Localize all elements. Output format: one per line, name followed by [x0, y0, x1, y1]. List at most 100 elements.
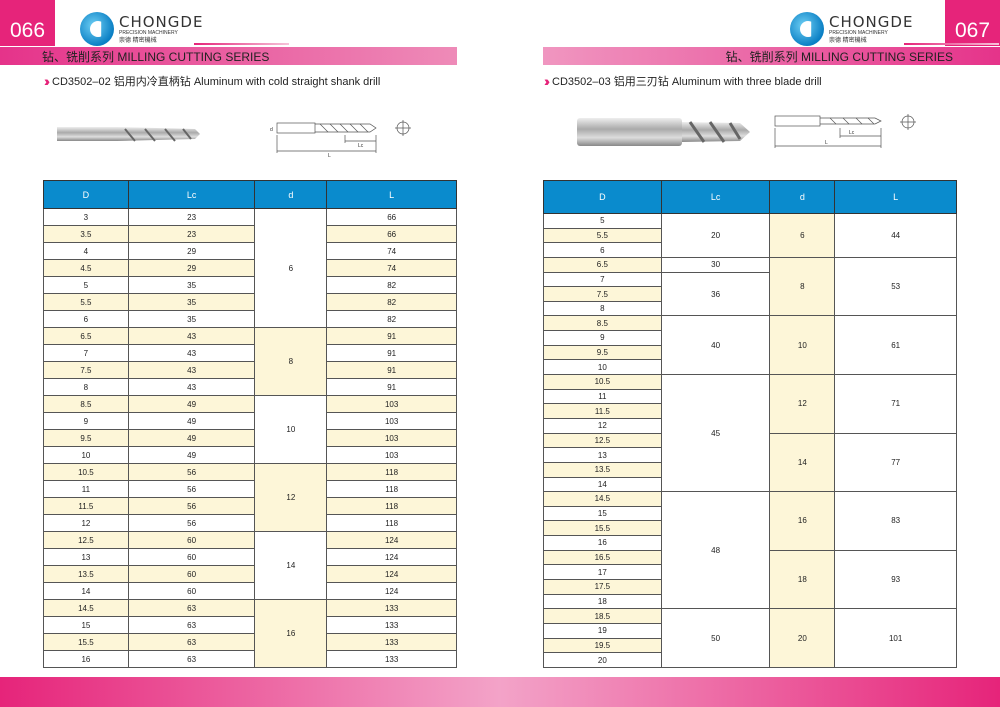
- product-title: ››› CD3502–02 铝用内冷直柄钻 Aluminum with cold …: [44, 73, 380, 89]
- table-row: 9.5 49 103: [43, 429, 457, 447]
- table-row: 11.5 56 118: [43, 497, 457, 515]
- cell-L: 91: [326, 327, 457, 345]
- cell-D: 7.5: [543, 286, 662, 302]
- column-header: D: [543, 180, 662, 214]
- table-row: 18.5 50 20 101: [543, 608, 957, 668]
- cell-d: 8: [769, 256, 836, 317]
- table-row: 13 60 124: [43, 548, 457, 566]
- cell-Lc: 63: [127, 599, 256, 617]
- cell-L: 66: [326, 225, 457, 243]
- table-row: 8.5 49 10 103: [43, 395, 457, 464]
- cell-D: 14: [543, 476, 662, 493]
- cell-D: 14: [43, 582, 129, 600]
- logo-divider: [904, 43, 999, 45]
- page-number: 067: [945, 0, 1000, 46]
- cell-Lc: 40: [660, 315, 771, 376]
- table-row: 4 29 74: [43, 242, 457, 260]
- cell-L: 91: [326, 344, 457, 362]
- cell-D: 7.5: [43, 361, 129, 379]
- logo-mark-icon: [80, 12, 114, 46]
- product-name: CD3502–02 铝用内冷直柄钻 Aluminum with cold str…: [52, 76, 381, 88]
- table-row: 16 63 133: [43, 650, 457, 668]
- cell-D: 19: [543, 622, 662, 639]
- header-row: D Lc d L: [43, 180, 457, 209]
- cell-Lc: 45: [660, 374, 771, 493]
- cell-L: 118: [326, 497, 457, 515]
- cell-D: 8.5: [43, 395, 129, 413]
- cell-L: 124: [326, 565, 457, 583]
- cell-L: 118: [326, 463, 457, 481]
- cell-D: 8: [43, 378, 129, 396]
- table-row: 14.5 63 16 133: [43, 599, 457, 668]
- cell-D: 9.5: [543, 344, 662, 361]
- cell-D: 18: [543, 593, 662, 610]
- column-header: L: [326, 180, 457, 209]
- cell-Lc: 43: [127, 361, 256, 379]
- cell-L: 124: [326, 531, 457, 549]
- table-row: 12 56 118: [43, 514, 457, 532]
- cell-L: 93: [834, 549, 957, 610]
- cell-d: 10: [254, 395, 328, 464]
- drill-photo: [577, 118, 750, 146]
- cell-D: 5.5: [543, 227, 662, 244]
- drill-diagram: d Lc L: [270, 120, 411, 159]
- table-row: 16.5 18 93: [543, 549, 957, 610]
- cell-D: 11: [43, 480, 129, 498]
- cell-D: 3.5: [43, 225, 129, 243]
- cell-D: 5: [543, 213, 662, 229]
- cell-D: 10: [543, 359, 662, 376]
- table-row: 12.5 60 14 124: [43, 531, 457, 600]
- cell-D: 12.5: [43, 531, 129, 549]
- cell-d: 6: [769, 213, 836, 258]
- column-header: Lc: [127, 180, 256, 209]
- cell-L: 118: [326, 480, 457, 498]
- cell-D: 11.5: [543, 403, 662, 419]
- cell-L: 74: [326, 259, 457, 277]
- logo-divider: [194, 43, 289, 45]
- cell-L: 103: [326, 395, 457, 413]
- cell-d: 8: [254, 327, 328, 396]
- table-row: 11 56 118: [43, 480, 457, 498]
- cell-Lc: 60: [127, 565, 256, 583]
- cell-D: 5: [43, 276, 129, 294]
- cell-Lc: 36: [660, 271, 771, 317]
- logo: CHONGDE PRECISION MACHINERY 崇德 精密機械: [790, 12, 999, 46]
- cell-Lc: 23: [127, 208, 256, 226]
- cell-d: 10: [769, 315, 836, 376]
- cell-L: 103: [326, 446, 457, 464]
- logo-cn: 崇德 精密機械: [119, 37, 157, 44]
- cell-Lc: 43: [127, 378, 256, 396]
- cell-D: 4.5: [43, 259, 129, 277]
- cell-D: 16: [43, 650, 129, 668]
- cell-D: 20: [543, 652, 662, 668]
- table-row: 17: [543, 564, 957, 581]
- cell-Lc: 29: [127, 242, 256, 260]
- cell-Lc: 60: [127, 548, 256, 566]
- svg-text:L: L: [825, 140, 828, 146]
- cell-D: 4: [43, 242, 129, 260]
- cell-Lc: 23: [127, 225, 256, 243]
- column-header: d: [254, 180, 328, 209]
- cell-D: 6: [43, 310, 129, 328]
- diagram-label-l: L: [328, 153, 331, 159]
- table-row: 15: [543, 505, 957, 522]
- cell-Lc: 35: [127, 293, 256, 311]
- cell-D: 17: [543, 564, 662, 581]
- cell-L: 124: [326, 582, 457, 600]
- cell-L: 74: [326, 242, 457, 260]
- cell-D: 7: [543, 271, 662, 288]
- cell-Lc: 56: [127, 463, 256, 481]
- cell-L: 53: [834, 256, 957, 317]
- table-row: 15.5 63 133: [43, 633, 457, 651]
- cell-L: 133: [326, 633, 457, 651]
- logo-brand: CHONGDE: [829, 12, 914, 31]
- cell-Lc: 49: [127, 446, 256, 464]
- table-row: 10.5 56 12 118: [43, 463, 457, 532]
- table-row: 16: [543, 535, 957, 551]
- cell-D: 19.5: [543, 637, 662, 654]
- cell-L: 133: [326, 599, 457, 617]
- table-row: 9 49 103: [43, 412, 457, 430]
- cell-D: 6.5: [43, 327, 129, 345]
- cell-Lc: 29: [127, 259, 256, 277]
- table-row: 10 49 103: [43, 446, 457, 464]
